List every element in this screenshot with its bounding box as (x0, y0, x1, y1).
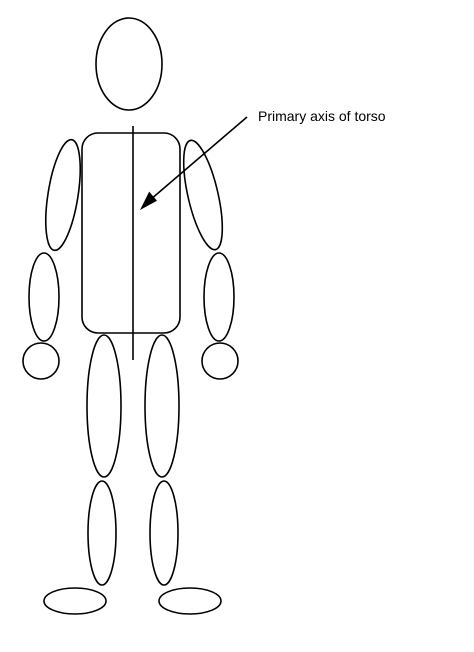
annotation-label: Primary axis of torso (258, 108, 386, 124)
right-upper-arm (182, 139, 224, 251)
left-shin (87, 480, 117, 586)
left-foot (43, 587, 107, 615)
left-thigh (86, 334, 122, 478)
right-forearm (203, 252, 235, 342)
annotation-arrow-head (140, 191, 157, 210)
right-shin (149, 480, 179, 586)
left-upper-arm (44, 138, 82, 252)
right-hand (201, 342, 239, 380)
head (95, 17, 163, 111)
left-hand (22, 342, 60, 380)
left-forearm (28, 252, 60, 342)
torso (81, 132, 181, 334)
right-thigh (144, 334, 180, 478)
annotation-arrow-line (149, 116, 248, 201)
right-foot (158, 587, 222, 615)
